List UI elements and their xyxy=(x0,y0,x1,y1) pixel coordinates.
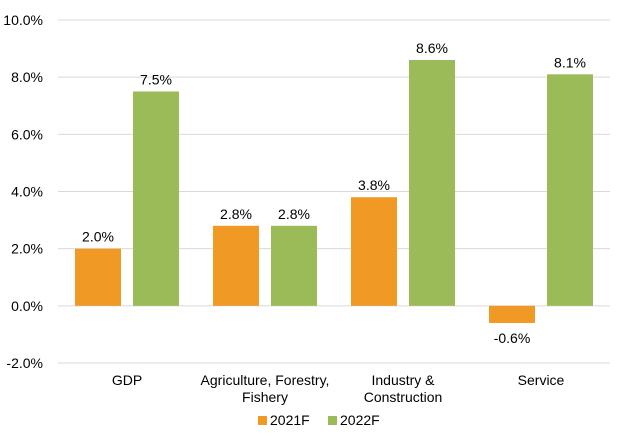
data-labels: 2.0% 7.5% 2.8% 2.8% 3.8% 8.6% -0.6% 8.1% xyxy=(82,40,586,346)
legend-swatch-2022F xyxy=(328,416,337,425)
y-tick-label: -2.0% xyxy=(6,355,43,371)
x-axis-category-labels: GDP Agriculture, Forestry,Fishery Industry… xyxy=(112,372,565,405)
category-label: Agriculture, Forestry, xyxy=(201,372,330,388)
data-label: 2.8% xyxy=(220,206,252,222)
data-label: 2.0% xyxy=(82,229,114,245)
data-label: -0.6% xyxy=(494,330,531,346)
category-label: Fishery xyxy=(242,389,288,405)
category-label: Industry & xyxy=(371,372,435,388)
data-label: 8.6% xyxy=(416,40,448,56)
category-label: GDP xyxy=(112,372,142,388)
y-tick-label: 10.0% xyxy=(3,12,43,28)
y-tick-label: 6.0% xyxy=(11,126,43,142)
y-tick-label: 0.0% xyxy=(11,298,43,314)
bar-2021F-0 xyxy=(75,248,121,306)
category-label: Construction xyxy=(364,389,443,405)
y-tick-label: 8.0% xyxy=(11,69,43,85)
legend-swatch-2021F xyxy=(258,416,267,425)
bars xyxy=(75,60,593,323)
legend-label: 2022F xyxy=(340,412,380,428)
data-label: 8.1% xyxy=(554,54,586,70)
legend: 2021F 2022F xyxy=(258,412,380,428)
y-axis-tick-labels: -2.0% 0.0% 2.0% 4.0% 6.0% 8.0% 10.0% xyxy=(3,12,43,371)
bar-2021F-2 xyxy=(351,197,397,306)
bar-2022F-1 xyxy=(271,225,317,306)
y-tick-label: 2.0% xyxy=(11,241,43,257)
data-label: 3.8% xyxy=(358,177,390,193)
category-label: Service xyxy=(518,372,565,388)
bar-2021F-3 xyxy=(489,305,535,323)
data-label: 7.5% xyxy=(140,71,172,87)
bar-2022F-3 xyxy=(547,74,593,306)
data-label: 2.8% xyxy=(278,206,310,222)
bar-2022F-0 xyxy=(133,91,179,306)
legend-label: 2021F xyxy=(270,412,310,428)
y-tick-label: 4.0% xyxy=(11,184,43,200)
bar-2021F-1 xyxy=(213,225,259,306)
bar-2022F-2 xyxy=(409,60,455,306)
